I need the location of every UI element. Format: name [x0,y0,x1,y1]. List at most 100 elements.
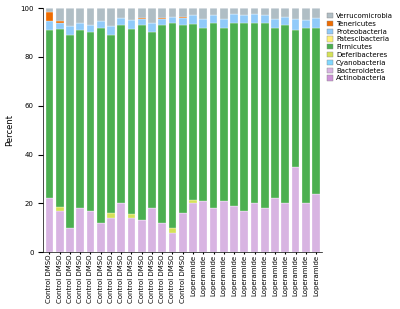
Bar [158,19,166,25]
Bar [66,228,74,252]
Bar [169,228,176,233]
Bar [158,223,166,252]
Bar [312,193,320,252]
Bar [97,22,104,28]
Bar [97,8,104,22]
Bar [138,8,146,18]
Bar [251,8,258,14]
Bar [169,23,176,228]
Bar [179,25,186,213]
Bar [189,203,197,252]
Bar [210,23,217,208]
Bar [169,8,176,17]
Bar [230,23,238,206]
Bar [148,23,156,32]
Bar [189,200,197,203]
Bar [97,223,104,252]
Bar [128,29,135,214]
Bar [46,12,53,22]
Bar [261,8,269,15]
Bar [97,28,104,223]
Bar [282,203,289,252]
Bar [87,25,94,32]
Bar [271,8,279,19]
Bar [128,218,135,252]
Bar [117,25,125,203]
Bar [261,23,269,208]
Bar [148,8,156,23]
Bar [56,207,64,211]
Bar [117,18,125,25]
Bar [107,26,115,35]
Bar [302,203,310,252]
Bar [107,218,115,252]
Bar [117,203,125,252]
Bar [46,22,53,30]
Bar [56,23,64,29]
Bar [230,206,238,252]
Bar [312,8,320,18]
Bar [189,24,197,200]
Bar [107,8,115,26]
Bar [282,25,289,203]
Bar [66,35,74,228]
Bar [200,19,207,28]
Bar [117,8,125,18]
Bar [158,18,166,19]
Bar [148,32,156,208]
Bar [240,15,248,23]
Bar [210,8,217,15]
Bar [138,25,146,220]
Bar [87,211,94,252]
Bar [179,213,186,252]
Bar [76,30,84,208]
Bar [312,28,320,193]
Bar [210,208,217,252]
Bar [292,167,299,252]
Bar [240,8,248,15]
Bar [46,8,53,12]
Y-axis label: Percent: Percent [6,114,14,146]
Bar [312,18,320,28]
Bar [189,8,197,15]
Bar [56,211,64,252]
Bar [251,203,258,252]
Bar [169,17,176,23]
Bar [138,18,146,19]
Bar [56,29,64,207]
Bar [220,28,228,201]
Bar [46,30,53,198]
Bar [158,25,166,223]
Bar [138,220,146,252]
Bar [261,15,269,23]
Bar [251,14,258,23]
Bar [87,8,94,25]
Bar [66,26,74,35]
Bar [76,23,84,30]
Bar [282,17,289,25]
Legend: Verrucomicrobia, Tenericutes, Proteobacteria, Patescibacteria, Firmicutes, Defer: Verrucomicrobia, Tenericutes, Proteobact… [326,11,394,83]
Bar [220,19,228,28]
Bar [128,20,135,29]
Bar [220,201,228,252]
Bar [148,208,156,252]
Bar [261,208,269,252]
Bar [292,8,299,19]
Bar [107,213,115,218]
Bar [271,19,279,28]
Bar [138,19,146,25]
Bar [56,22,64,23]
Bar [251,23,258,203]
Bar [179,17,186,18]
Bar [200,201,207,252]
Bar [282,8,289,17]
Bar [302,28,310,203]
Bar [240,211,248,252]
Bar [128,8,135,20]
Bar [271,198,279,252]
Bar [230,14,238,23]
Bar [128,214,135,218]
Bar [66,8,74,26]
Bar [200,8,207,19]
Bar [230,8,238,14]
